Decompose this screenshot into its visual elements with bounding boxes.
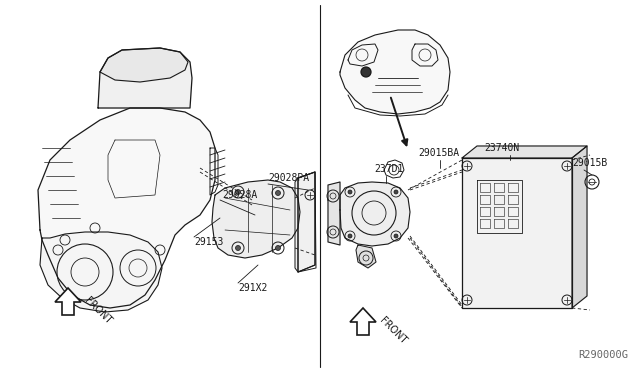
Polygon shape — [462, 146, 587, 158]
Circle shape — [275, 190, 280, 196]
Polygon shape — [340, 182, 410, 246]
Circle shape — [236, 246, 241, 250]
Circle shape — [394, 190, 398, 194]
Polygon shape — [298, 172, 315, 272]
Polygon shape — [212, 180, 300, 258]
Text: 29153: 29153 — [194, 237, 223, 247]
Text: 29015BA: 29015BA — [418, 148, 459, 158]
Polygon shape — [328, 182, 340, 245]
Text: FRONT: FRONT — [83, 295, 114, 326]
Text: R290000G: R290000G — [578, 350, 628, 360]
Polygon shape — [98, 48, 192, 108]
Polygon shape — [55, 288, 81, 315]
Polygon shape — [572, 146, 587, 308]
Polygon shape — [462, 158, 572, 308]
Polygon shape — [100, 48, 188, 82]
Text: 237D1: 237D1 — [374, 164, 403, 174]
Circle shape — [361, 67, 371, 77]
Circle shape — [236, 189, 241, 195]
Text: 29028A: 29028A — [222, 190, 257, 200]
Polygon shape — [340, 30, 450, 114]
Circle shape — [348, 190, 352, 194]
Text: 29015B: 29015B — [572, 158, 607, 168]
Circle shape — [394, 234, 398, 238]
Polygon shape — [350, 308, 376, 335]
Circle shape — [275, 246, 280, 250]
Text: FRONT: FRONT — [378, 315, 409, 346]
Text: 291X2: 291X2 — [238, 283, 268, 293]
Text: 23740N: 23740N — [484, 143, 519, 153]
Polygon shape — [356, 245, 376, 268]
Circle shape — [348, 234, 352, 238]
Polygon shape — [38, 108, 215, 308]
Polygon shape — [40, 232, 162, 312]
Text: 29028PA: 29028PA — [268, 173, 309, 183]
Polygon shape — [295, 172, 315, 272]
